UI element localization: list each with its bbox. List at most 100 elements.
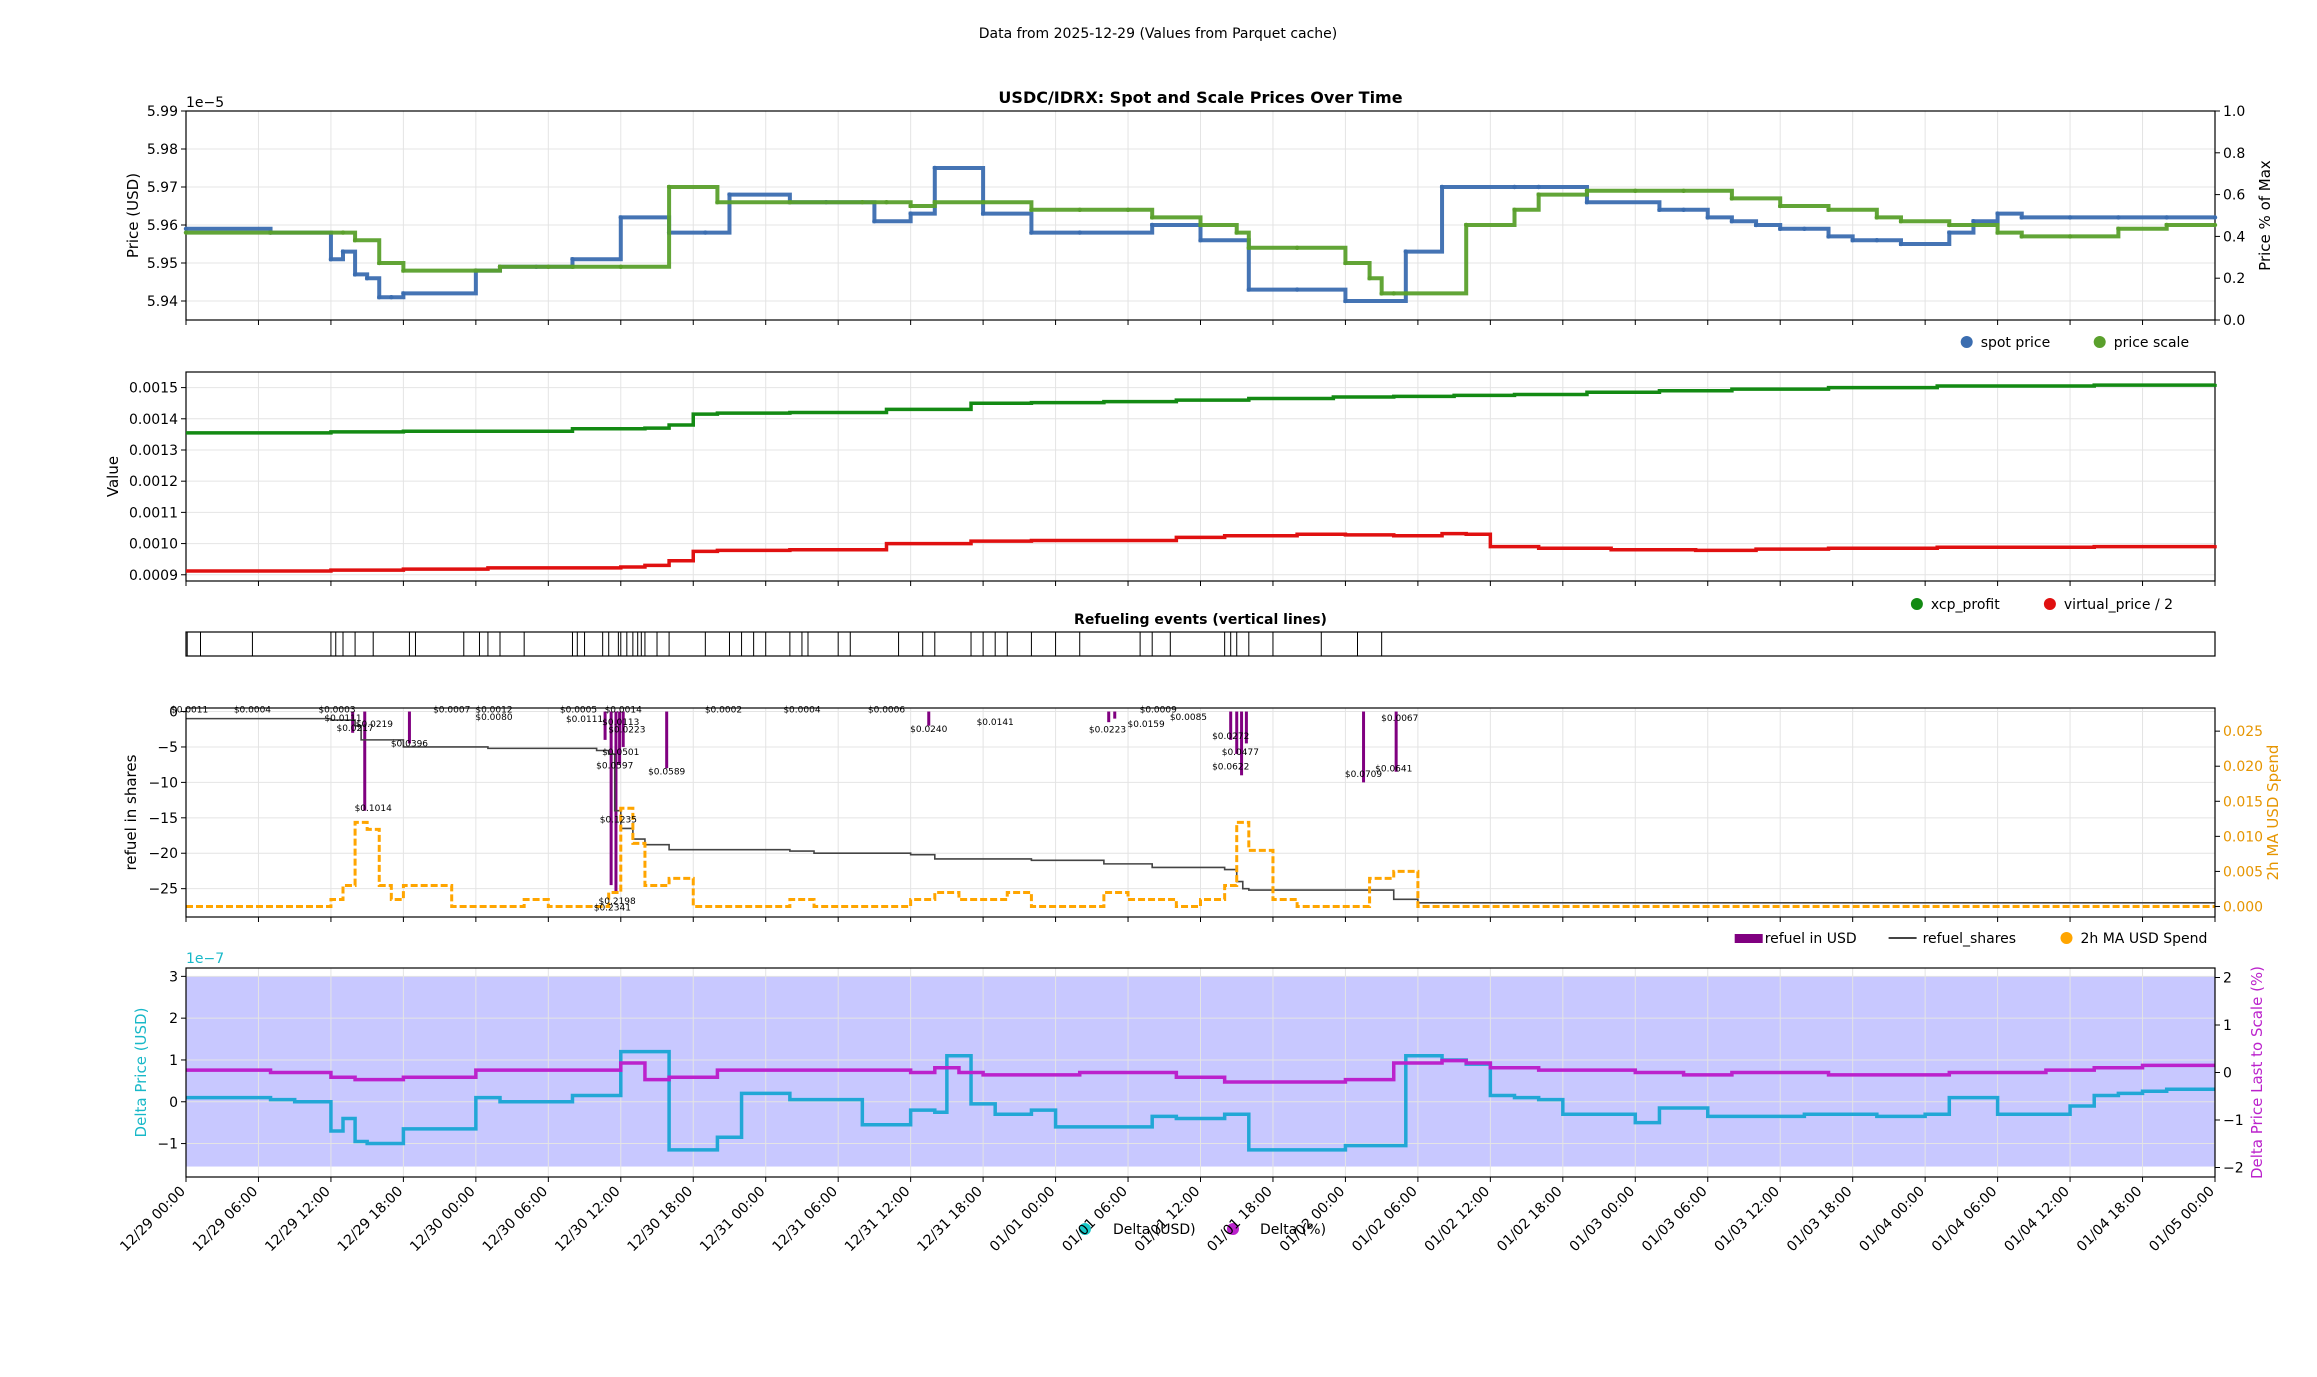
y-axis-label-right: 2h MA USD Spend xyxy=(2264,745,2282,881)
y-tick-label: 0 xyxy=(169,1095,178,1111)
x-tick-label: 12/30 06:00 xyxy=(480,1184,552,1256)
x-tick-label: 01/05 00:00 xyxy=(2146,1184,2218,1256)
y-tick-label: −15 xyxy=(148,811,178,827)
plot-area xyxy=(185,631,2216,657)
spot-price-point xyxy=(1874,238,1880,243)
price-scale-point xyxy=(268,230,273,235)
y-tick-label: 5.99 xyxy=(147,104,178,120)
y-tick-label: 0.0014 xyxy=(129,412,178,428)
refuel-bar xyxy=(665,711,669,769)
spot-price-point xyxy=(1149,222,1155,228)
price-scale-point xyxy=(1995,230,2000,235)
x-tick-label: 12/30 12:00 xyxy=(552,1184,624,1256)
price-scale-point xyxy=(932,200,937,205)
refuel-annotation: $0.0223 xyxy=(1089,726,1126,736)
refuel-bar xyxy=(1240,711,1244,776)
y-tick-label-right: 0.8 xyxy=(2223,146,2245,162)
refuel-annotation: $0.0159 xyxy=(1128,720,1165,730)
price-scale-point xyxy=(2164,222,2169,228)
price-scale-point xyxy=(1778,203,1783,209)
price-scale-point xyxy=(618,264,623,269)
price-scale-point xyxy=(787,200,793,205)
y-tick-label: 0 xyxy=(169,705,178,721)
x-tick-label: 12/29 18:00 xyxy=(335,1184,407,1256)
legend-swatch xyxy=(2093,336,2106,348)
y-tick-label: 5.97 xyxy=(147,180,178,196)
x-tick-label: 01/01 06:00 xyxy=(1059,1184,1131,1256)
spot-price-point xyxy=(2212,215,2218,220)
spot-price-point xyxy=(377,295,382,300)
spot-price-point xyxy=(328,257,334,262)
price-scale-point xyxy=(1029,207,1034,212)
legend-label: refuel_shares xyxy=(1923,931,2016,947)
y-tick-label-right: 0.010 xyxy=(2223,829,2263,845)
price-scale-point xyxy=(401,268,406,273)
refuel-annotation: $0.0622 xyxy=(1212,762,1249,772)
refuel-bar xyxy=(1394,711,1398,772)
legend-label: xcp_profit xyxy=(1931,597,2000,613)
refuel-annotation: $0.0003 xyxy=(318,706,355,716)
spot-price-point xyxy=(340,249,346,254)
price-scale-point xyxy=(1681,188,1686,193)
y-tick-label-right: 0.005 xyxy=(2223,864,2263,880)
price-scale-point xyxy=(1729,196,1735,201)
y-tick-label: 0.0011 xyxy=(129,505,178,521)
price-scale-point xyxy=(715,200,720,205)
refuel-annotation: $0.0006 xyxy=(868,706,905,716)
refuel-bar xyxy=(1244,711,1248,744)
x-tick-label: 01/04 12:00 xyxy=(2001,1184,2073,1256)
spot-price-point xyxy=(1898,241,1904,247)
price-scale-point xyxy=(570,264,575,269)
refuel-annotation: $0.0007 xyxy=(433,706,470,716)
price-scale-point xyxy=(1198,222,1203,228)
y-tick-label: −20 xyxy=(148,846,178,862)
legend-swatch xyxy=(1734,934,1763,943)
price-scale-point xyxy=(980,200,986,205)
refuel-bar xyxy=(407,711,411,744)
refuel-annotation: $0.0111 xyxy=(324,714,361,724)
refuel-annotation: $0.0012 xyxy=(475,706,512,716)
price-scale-point xyxy=(1391,291,1396,296)
spot-price-point xyxy=(1403,249,1409,254)
spot-price-point xyxy=(1343,298,1348,304)
legend-swatch xyxy=(1227,1223,1239,1235)
plot-area xyxy=(185,707,2216,918)
price-scale-point xyxy=(352,238,358,243)
y-tick-label-right: 1 xyxy=(2223,1018,2232,1034)
refuel-annotation: $0.0011 xyxy=(171,706,208,716)
x-tick-label: 12/29 00:00 xyxy=(117,1184,189,1256)
spot-price-point xyxy=(1971,219,1976,224)
virtual-price-line xyxy=(186,531,2217,573)
y-tick-label: 5.96 xyxy=(147,218,178,234)
x-tick-label: 01/04 06:00 xyxy=(1929,1184,2001,1256)
price-scale-line xyxy=(186,185,2215,296)
refuel-bar xyxy=(927,711,931,726)
price-scale-point xyxy=(1826,207,1831,212)
y-tick-label-right: 1.0 xyxy=(2223,104,2245,120)
legend-label: spot price xyxy=(1981,335,2051,351)
refuel-bar xyxy=(614,711,618,893)
spot-price-point xyxy=(401,291,406,296)
price-scale-point xyxy=(2067,234,2073,239)
plot-area xyxy=(185,371,2216,582)
y-axis-label-right: Delta Price Last to Scale (%) xyxy=(2248,966,2266,1179)
x-tick-label: 01/03 18:00 xyxy=(1784,1184,1856,1256)
panel-prices: 5.94 5.95 5.96 5.97 5.98 5.99 USDC/IDRX: Spot … xyxy=(124,88,2274,351)
refuel-annotation: $0.0641 xyxy=(1375,765,1412,775)
refuel-bar xyxy=(618,711,622,765)
price-scale-point xyxy=(1149,215,1155,220)
y-tick-label-right: 0.015 xyxy=(2223,794,2263,810)
refuel-annotation: $0.2198 xyxy=(599,897,636,907)
price-scale-point xyxy=(377,260,382,266)
x-tick-label: 01/01 00:00 xyxy=(987,1184,1059,1256)
legend-label: Delta (%) xyxy=(1260,1222,1326,1238)
legend-label: Delta (USD) xyxy=(1113,1222,1196,1238)
spot-price-point xyxy=(2164,215,2169,220)
spot-price-point xyxy=(1536,184,1541,190)
y-tick-label: 2 xyxy=(169,1011,178,1027)
spot-price-point xyxy=(570,257,575,262)
spot-price-point xyxy=(1657,207,1662,212)
spot-price-point xyxy=(1246,287,1252,292)
price-scale-point xyxy=(1536,192,1541,197)
price-scale-point xyxy=(666,184,672,190)
